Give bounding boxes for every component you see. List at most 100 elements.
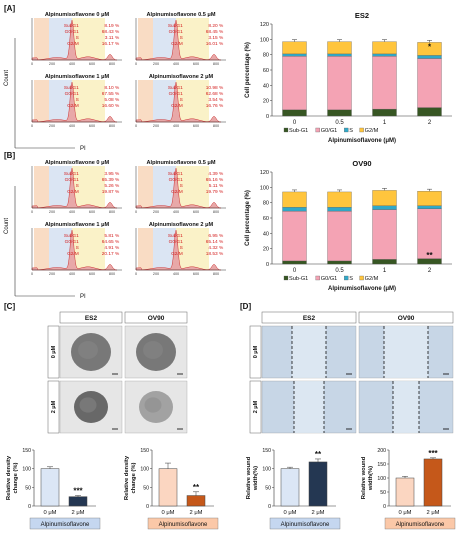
group-label-box [269,517,341,530]
tick-label: 200 [153,124,159,128]
tick-label: 400 [173,124,179,128]
spheroid-texture [143,341,163,359]
histogram-curve [31,20,118,61]
phase-value: 3.95 % [104,171,120,177]
column-header-box [124,311,188,324]
bar-segment-s [372,53,397,57]
phase-label: S [76,245,79,251]
x-tick-label: 1 [383,268,387,274]
phase-label: G0/G1 [169,177,183,183]
x-tick-label: 0 μM [161,510,174,516]
phase-value: 65.39 % [102,177,120,183]
phase-label: SubG1 [64,233,79,239]
phase-label: G0/G1 [169,29,183,35]
legend-label: G2/M [365,276,379,282]
phase-label: S [76,97,79,103]
bar-segment-s [372,205,397,210]
y-axis-label: Relative density [6,455,12,500]
axis-label-pi: PI [80,294,86,300]
y-tick-label: 100 [260,185,269,191]
phase-label: S [76,35,79,41]
ov90-cell-cycle-chart: OV90 0 20 40 60 80 100 120 Cell percentage (%) 0 0… [245,159,452,292]
y-tick-label: 20 [263,99,269,105]
phase-value: 4.39 % [208,171,224,177]
tick-label: 800 [109,210,115,214]
gate-g0g1 [49,18,72,60]
y-tick-label: 200 [377,448,386,454]
x-tick-label: 1 [383,120,387,126]
column-header-box [261,311,357,324]
significance-stars: ** [426,251,433,260]
y-tick-label: 100 [22,467,31,473]
es2-wound-chart: 0 50 100 150 Relative wound width(%) 0 μM 2 μM *… [246,448,341,530]
column-header: ES2 [303,315,316,322]
histogram-curve [31,168,118,209]
phase-label: G0/G1 [169,91,183,97]
histogram-curve [135,168,222,209]
tick-label: 400 [69,210,75,214]
phase-label: S [180,97,183,103]
tick-label: 200 [49,210,55,214]
phase-value: 5.81 % [104,233,120,239]
legend-swatch [315,275,320,281]
phase-label: SubG1 [168,171,183,177]
phase-label: G2/M [67,251,79,257]
phase-value: 4.32 % [208,245,224,251]
significance-stars: *** [428,449,438,458]
significance-stars: * [428,42,432,51]
legend-label: S [349,276,353,282]
tick-label: 400 [69,124,75,128]
tick-label: 600 [193,124,199,128]
phase-value: 20.17 % [102,251,120,257]
phase-value: 8.20 % [208,23,224,29]
row-header-box [249,325,262,379]
bar [423,458,443,507]
histogram-A-1: Alpinumisoflavone 0.5 μM 0 200 400 600 800 Sub… [135,12,226,66]
histogram-curve [135,82,222,123]
gate-g0g1 [49,166,72,208]
tick-label: 800 [109,124,115,128]
es2-cell-cycle-chart: ES2 0 20 40 60 80 100 120 Cell percentage (%) 0 0.… [245,11,452,144]
phase-value: 16.01 % [206,41,224,47]
gate-subg1 [138,228,153,270]
bar [40,468,60,507]
phase-value: 3.15 % [208,35,224,41]
bar-segment-s [282,53,307,57]
phase-label: SubG1 [64,23,79,29]
gate-subg1 [138,80,153,122]
phase-value: 64.65 % [102,239,120,245]
group-label: Alpinumisoflavone [41,522,90,528]
phase-value: 16.17 % [102,41,120,47]
bar-segment-subg1 [327,260,352,265]
bar-segment-s [417,205,442,209]
y-axis-label: Relative wound [361,456,367,499]
bar-segment-subg1 [282,109,307,117]
tick-label: 600 [89,210,95,214]
row-header: 0 μM [253,345,259,358]
phase-label: S [180,245,183,251]
chart-title: OV90 [352,159,371,168]
phase-value: 6.95 % [208,233,224,239]
row-header: 2 μM [253,400,259,413]
phase-value: 4.91 % [104,245,120,251]
phase-value: 16.60 % [102,103,120,109]
x-tick-label: 2 μM [426,510,439,516]
column-header-box [59,311,123,324]
x-tick-label: 2 μM [189,510,202,516]
ov90-density-chart: 0 50 100 150 Relative density change (%) 0 μM 2… [124,448,219,530]
histogram-B-1: Alpinumisoflavone 0.5 μM 0 200 400 600 800 Sub… [135,160,226,214]
bar-segment-g0g1 [372,209,397,260]
histogram-title: Alpinumisoflavone 0 μM [45,160,110,166]
tick-label: 0 [31,124,33,128]
y-tick-label: 100 [140,467,149,473]
gate-s [176,166,209,208]
phase-value: 65.14 % [206,239,224,245]
phase-label: G2/M [67,41,79,47]
y-tick-label: 100 [262,467,271,473]
y-tick-label: 80 [263,201,269,207]
legend-label: Sub-G1 [289,276,308,282]
y-tick-label: 50 [25,485,31,491]
group-label-box [384,517,456,530]
column-header: ES2 [85,315,98,322]
column-header: OV90 [148,315,165,322]
